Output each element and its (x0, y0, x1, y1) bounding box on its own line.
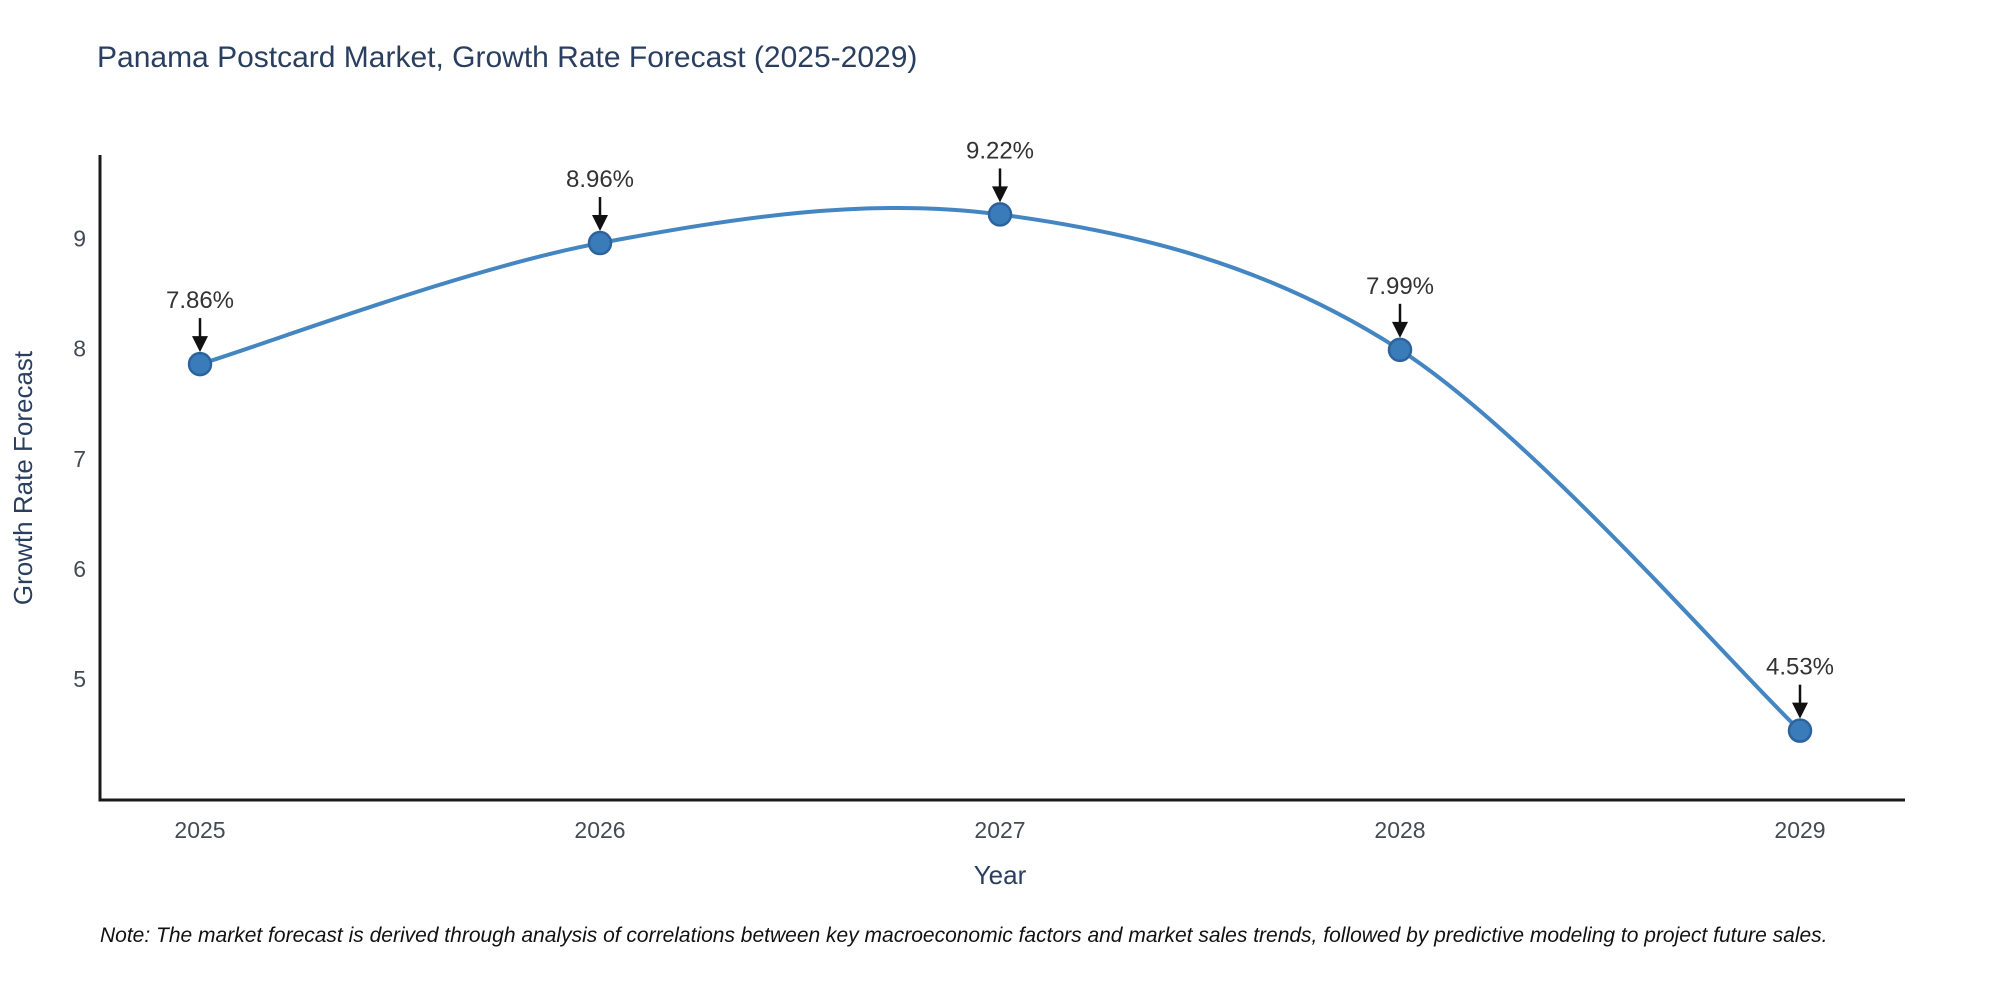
x-tick-label: 2028 (1374, 817, 1425, 843)
annotation-label: 4.53% (1766, 654, 1834, 681)
annotation-arrow-head (1792, 702, 1808, 719)
data-point-marker (1787, 718, 1813, 743)
data-point-marker (187, 351, 213, 377)
annotation-arrow-head (592, 215, 608, 232)
annotation-label: 9.22% (966, 137, 1034, 164)
annotation-arrow-head (1392, 321, 1408, 338)
x-tick-label: 2025 (174, 817, 225, 843)
x-tick-label: 2029 (1774, 817, 1825, 843)
y-tick-label: 9 (73, 226, 86, 252)
x-tick-label: 2026 (574, 817, 625, 843)
chart-title: Panama Postcard Market, Growth Rate Fore… (97, 41, 917, 74)
forecast-line-path (198, 205, 1802, 733)
y-tick-label: 5 (73, 666, 86, 692)
x-tick-label: 2027 (974, 817, 1025, 843)
data-point-marker (587, 230, 613, 256)
annotation-label: 7.99% (1366, 273, 1434, 300)
y-tick-label: 7 (73, 446, 86, 472)
annotation-arrow-head (192, 336, 208, 353)
annotation-arrow-head (992, 186, 1008, 203)
data-point-marker (1387, 337, 1413, 363)
annotation-label: 8.96% (566, 166, 634, 193)
y-tick-label: 8 (73, 336, 86, 362)
y-tick-label: 6 (73, 556, 86, 582)
footnote: Note: The market forecast is derived thr… (100, 924, 1828, 947)
y-axis-title: Growth Rate Forecast (8, 350, 38, 605)
annotation-label: 7.86% (166, 287, 234, 314)
data-point-marker (987, 202, 1013, 227)
x-axis-title: Year (974, 860, 1027, 890)
